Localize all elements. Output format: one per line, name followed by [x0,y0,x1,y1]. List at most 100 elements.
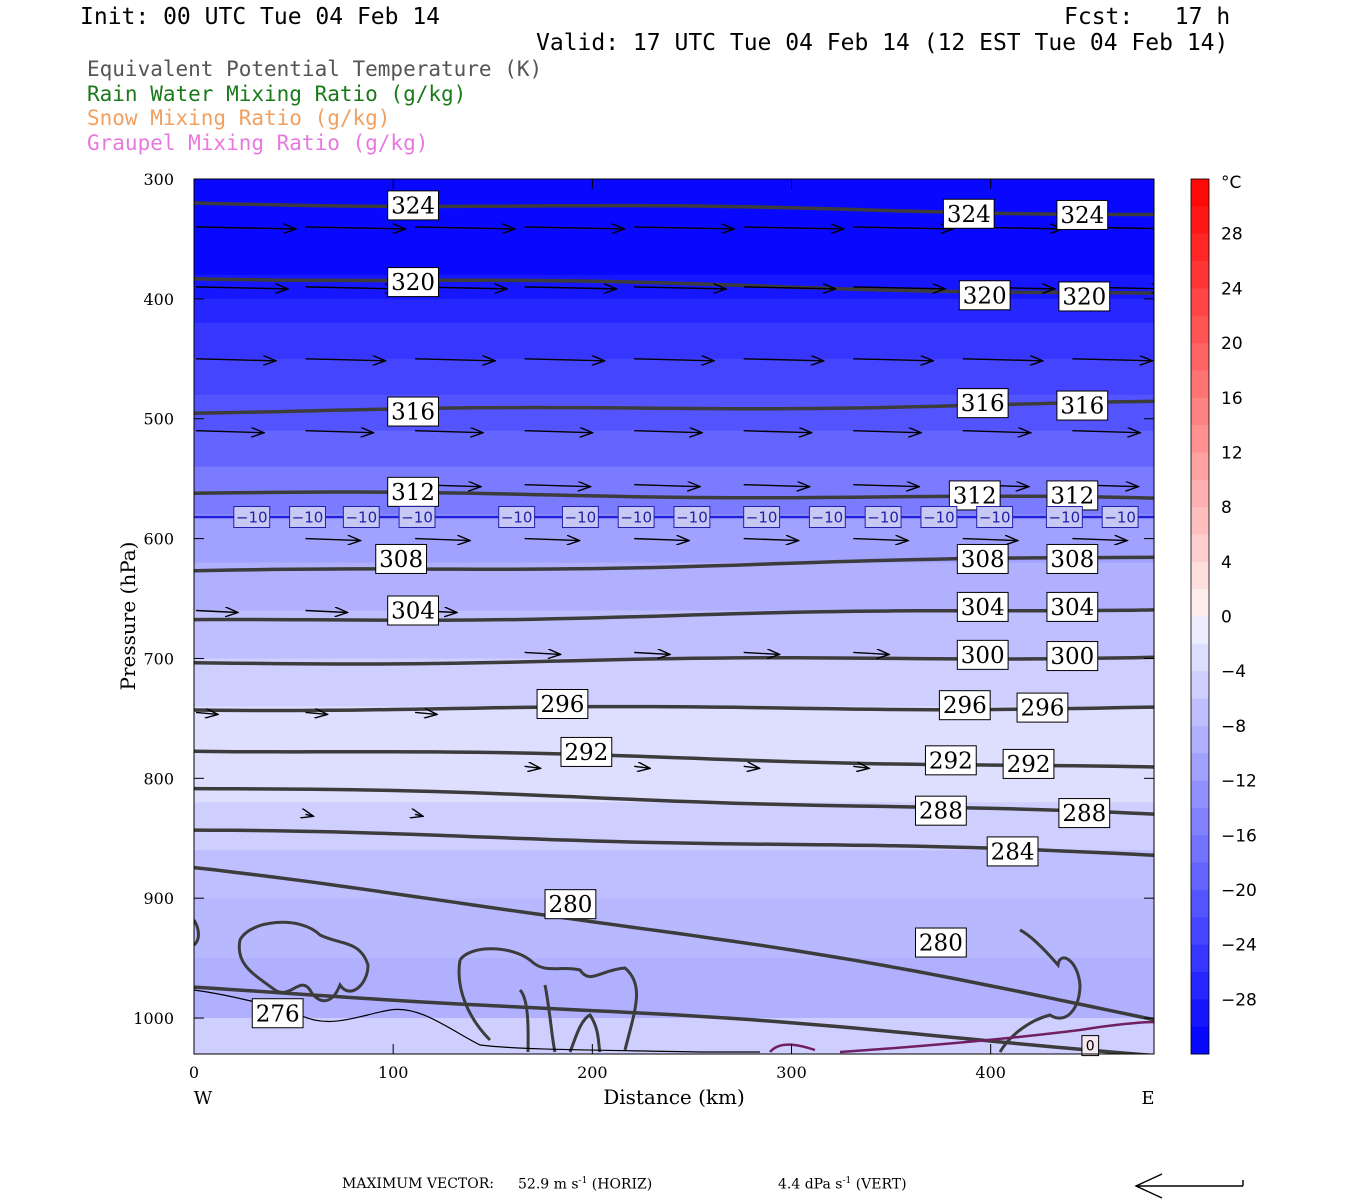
y-tick-label: 600 [143,530,174,549]
contour-label-box [387,595,439,626]
wind-vector [1072,359,1152,361]
wind-vector [853,766,869,768]
wind-vector [195,431,264,433]
wind-vector [415,814,423,816]
max-vector-label: MAXIMUM VECTOR: [342,1176,494,1192]
contour-label: −10 [401,508,433,526]
temperature-band [194,1018,1154,1054]
theta-e-contour-288 [194,786,1154,816]
wind-vector [195,712,218,714]
contour-label-box [1016,692,1069,723]
wind-vector [305,611,348,613]
colorbar-swatch [1191,671,1209,700]
contour-label-box [956,543,1009,574]
x-tick-label: 400 [975,1063,1006,1082]
contour-label: −10 [292,508,324,526]
wind-vector [305,539,361,541]
colorbar-swatch [1191,397,1209,426]
contour-label-box [387,396,439,427]
contour-label-box [251,998,304,1029]
wind-vector [962,431,1031,433]
y-tick-label: 800 [143,769,174,788]
contour-label-box [560,736,613,767]
colorbar-swatch [1191,261,1209,289]
max-vector-arrow-icon [1134,1173,1244,1199]
colorbar-swatch [1191,315,1209,344]
contour-label: 320 [391,270,435,296]
theta-e-contour-296 [194,704,1154,713]
contour-label-box [1058,281,1111,312]
wind-vector [743,539,799,541]
contour-label-box [920,506,958,529]
temperature-band [194,754,1154,804]
wind-vector [743,431,812,433]
colorbar-tick-label: −4 [1221,662,1246,682]
contour-label: −10 [236,508,268,526]
contour-label-box [1056,390,1109,421]
temperature-band [194,958,1154,1020]
colorbar-swatch [1191,479,1209,508]
colorbar-swatch [1191,452,1209,481]
contour-label: 280 [548,892,592,918]
wind-vector [853,652,889,654]
axes: 300 400 500 600 700 800 900 1000 0 100 200 300 400 Di… [116,170,1155,1109]
wind-vector [853,431,921,433]
x-tick-label: 300 [776,1063,807,1082]
contour-label: 316 [1060,394,1104,420]
contour-label-box [375,543,428,574]
contour-label-box [1056,199,1109,230]
colorbar-swatch [1191,1026,1209,1055]
wind-vector [853,359,933,361]
contour-label-box [956,591,1009,622]
plot-frame [193,178,1155,1055]
wind-vector [305,359,386,361]
wind-vector [524,766,541,768]
contour-label-box [743,506,781,529]
wind-vector [305,431,374,433]
theta-e-contour-292 [194,749,1154,769]
contour-label-box [956,639,1009,670]
wind-vector [195,611,238,613]
legend-theta-e: Equivalent Potential Temperature (K) [87,57,543,81]
contour-label-box [544,889,597,920]
wind-vector [305,227,406,229]
contour-label: 280 [919,931,963,957]
x-end-label-east: E [1141,1088,1154,1109]
temperature-band [194,394,1154,432]
colorbar-swatch [1191,288,1209,317]
colorbar-swatch [1191,507,1209,535]
colorbar-swatch [1191,807,1209,836]
contour-label-box [942,198,995,229]
contour-label-box [914,795,967,826]
colorbar-swatch [1191,425,1209,453]
x-tick-label: 0 [189,1063,199,1082]
init-time: Init: 00 UTC Tue 04 Feb 14 [80,4,441,30]
contour-label-box [1081,1035,1100,1057]
contour-label-box [498,506,536,529]
wind-vector [415,359,495,361]
contour-label: 288 [919,799,963,825]
wind-vector [634,485,700,487]
contour-label-box [1002,748,1055,779]
wind-vector [524,287,617,289]
contour-label: 312 [391,480,435,506]
wind-vector [634,359,714,361]
contour-label-box [986,836,1039,867]
mixing-ratio-contour [237,920,370,1003]
contour-label-box [342,506,380,529]
colorbar-tick-label: −28 [1221,990,1257,1010]
colorbar-swatch [1191,589,1209,617]
wind-vector [524,431,593,433]
colorbar-swatch [1191,561,1209,590]
x-tick-label: 200 [577,1063,608,1082]
contour-label-box [387,190,439,221]
contour-label: 296 [541,692,585,718]
mixing-ratio-contour [194,919,200,947]
contour-label-box [808,506,846,529]
contour-label: −10 [1104,508,1136,526]
wind-vector [305,287,398,289]
contour-label: 312 [953,483,997,509]
colorbar-tick-label: 8 [1221,498,1232,518]
wind-vector [962,539,1018,541]
